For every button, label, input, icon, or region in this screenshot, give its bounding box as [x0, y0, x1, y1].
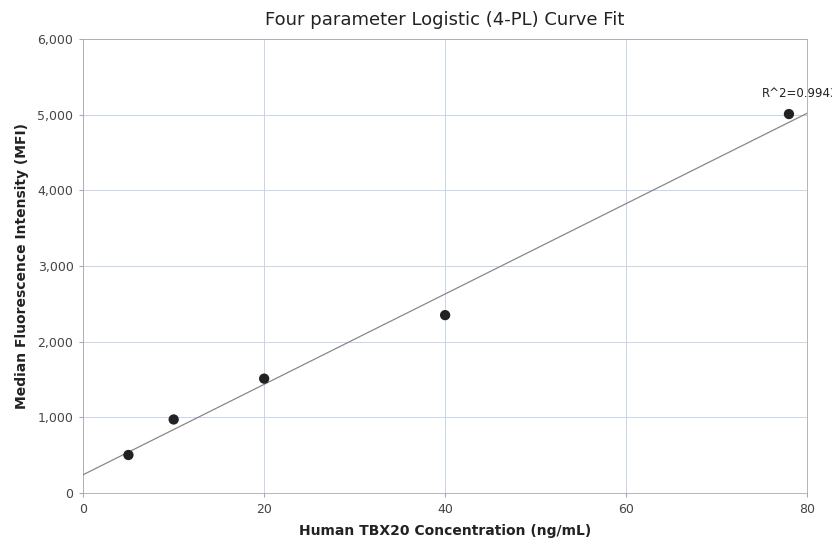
Point [167, 415, 181, 424]
Point [782, 110, 795, 119]
Title: Four parameter Logistic (4-PL) Curve Fit: Four parameter Logistic (4-PL) Curve Fit [265, 11, 625, 29]
X-axis label: Human TBX20 Concentration (ng/mL): Human TBX20 Concentration (ng/mL) [299, 524, 592, 538]
Point [121, 450, 135, 459]
Point [438, 311, 452, 320]
Y-axis label: Median Fluorescence Intensity (MFI): Median Fluorescence Intensity (MFI) [15, 123, 29, 409]
Point [258, 374, 271, 383]
Text: R^2=0.9943: R^2=0.9943 [762, 87, 832, 100]
